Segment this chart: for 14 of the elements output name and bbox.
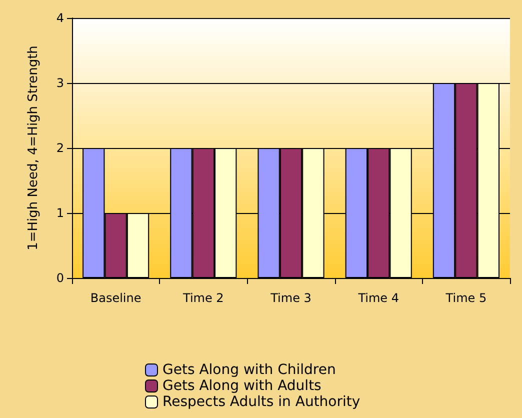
x-tick-label: Time 3 (270, 291, 312, 305)
y-tick-label: 1 (56, 206, 64, 220)
x-tick-label: Time 4 (357, 291, 400, 305)
x-tick-label: Time 5 (444, 291, 487, 305)
y-tick-label: 2 (56, 141, 64, 155)
y-tick-label: 4 (56, 11, 64, 25)
x-tick-label: Baseline (90, 291, 142, 305)
y-axis-title: 1=High Need, 4=High Strength (26, 46, 41, 250)
legend-label: Respects Adults in Authority (162, 394, 360, 410)
legend-label: Gets Along with Children (162, 362, 336, 378)
y-tick-label: 0 (56, 271, 64, 285)
y-tick-label: 3 (56, 76, 64, 90)
x-tick-label: Time 2 (182, 291, 224, 305)
legend-label: Gets Along with Adults (162, 378, 322, 394)
